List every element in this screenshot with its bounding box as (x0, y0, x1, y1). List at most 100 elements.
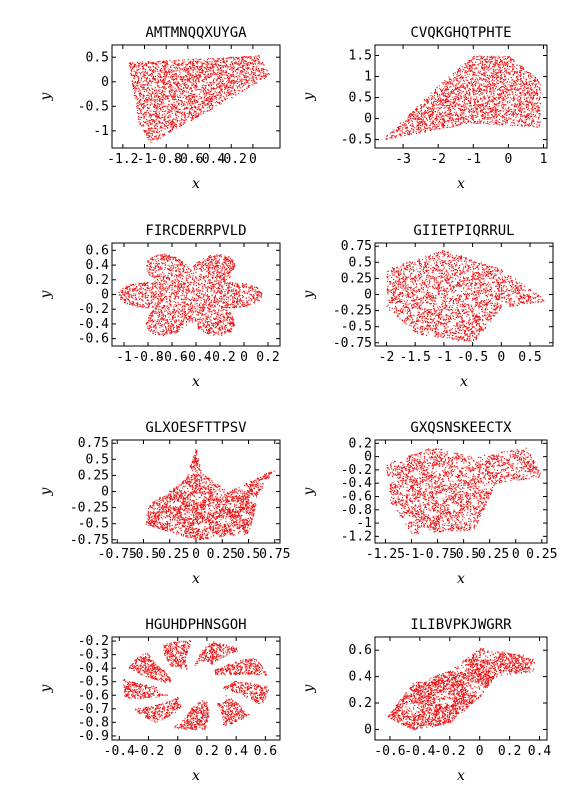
y-tick-label: -0.5 (341, 133, 372, 148)
plot-frame (374, 44, 548, 149)
y-tick-label: -0.6 (78, 332, 109, 347)
y-tick-label: 0.5 (86, 452, 109, 467)
x-tick-label: -0.2 (434, 744, 465, 759)
y-tick-label: -0.5 (341, 320, 372, 335)
x-tick-label: -0.4 (180, 350, 211, 365)
y-axis-label: y (301, 289, 317, 299)
x-tick-label: 0.2 (498, 744, 521, 759)
x-tick-label: -1 (116, 350, 132, 365)
x-tick-label: -1.5 (400, 350, 431, 365)
x-tick-label: -0.25 (470, 547, 509, 562)
x-tick-label: -0.5 (457, 350, 488, 365)
y-tick-label: -0.4 (78, 317, 109, 332)
y-tick-label: 0.2 (349, 436, 372, 451)
chart-panel-6: GXQSNSKEECTX-1.25-1-0.75-0.5-0.25 0 0.250.… (301, 420, 557, 587)
y-tick-label: -0.75 (70, 533, 109, 548)
x-axis-label: x (192, 176, 200, 192)
y-tick-label: 0.5 (86, 50, 109, 65)
x-tick-label: -0.5 (448, 547, 479, 562)
x-tick-label: 0 (497, 350, 505, 365)
x-tick-label: -0.2 (133, 744, 164, 759)
chart-panel-3: FIRCDERRPVLD-1 -0.8-0.6-0.4-0.2 0 0.20.60.4… (38, 223, 281, 390)
y-tick-label: 0.25 (78, 468, 109, 483)
y-axis-label: y (38, 486, 54, 496)
plot-frame (111, 636, 281, 741)
y-axis-label: y (38, 289, 54, 299)
chart-panel-1: AMTMNQQXUYGA-1.2-1-0.8-0.6-0.4-0.2 00.50-… (38, 25, 281, 192)
y-tick-label: 1 (364, 70, 372, 85)
plot-frame (374, 636, 548, 741)
x-tick-label: -0.6 (374, 744, 405, 759)
x-tick-label: -0.4 (194, 152, 225, 167)
x-tick-label: 0 (240, 350, 248, 365)
y-tick-label: -0.5 (78, 675, 109, 690)
x-tick-label: -0.6 (156, 350, 187, 365)
y-axis-label: y (301, 683, 317, 693)
y-tick-label: 0.75 (341, 239, 372, 254)
x-tick-label: -1 (436, 350, 452, 365)
chart-title: CVQKGHQTPHTE (410, 25, 511, 41)
chart-panel-7: HGUHDPHNSGOH-0.4-0.2 0 0.2 0.4 0.6-0.2-0.3-0… (38, 617, 281, 784)
x-tick-label: -0.8 (151, 152, 182, 167)
x-axis-label: x (457, 768, 465, 784)
x-tick-label: 0.5 (237, 547, 260, 562)
x-tick-label: -0.2 (216, 152, 247, 167)
y-tick-label: -0.2 (341, 463, 372, 478)
chart-title: GXQSNSKEECTX (410, 420, 512, 436)
y-tick-label: -0.6 (78, 688, 109, 703)
y-tick-label: 0 (364, 450, 372, 465)
x-tick-label: 0.4 (224, 744, 248, 759)
y-tick-label: 0.4 (349, 670, 373, 685)
x-axis-label: x (192, 374, 200, 390)
y-tick-label: 0 (101, 485, 109, 500)
y-tick-label: -0.4 (78, 661, 109, 676)
y-tick-label: -0.4 (341, 476, 372, 491)
attractor-points (387, 648, 535, 731)
x-tick-label: -1.2 (107, 152, 138, 167)
attractor-points (385, 55, 541, 140)
x-tick-label: 0.2 (195, 744, 218, 759)
y-axis-label: y (301, 486, 317, 496)
chart-title: HGUHDPHNSGOH (145, 617, 246, 633)
y-tick-label: -0.25 (333, 304, 372, 319)
y-tick-label: -0.3 (78, 648, 109, 663)
x-tick-label: -1 (404, 547, 420, 562)
y-tick-label: -0.2 (78, 302, 109, 317)
y-tick-label: -0.5 (78, 99, 109, 114)
y-tick-label: -0.75 (333, 336, 372, 351)
x-tick-label: 0 (192, 547, 200, 562)
plot-frame (374, 439, 548, 544)
y-axis-label: y (38, 683, 54, 693)
y-tick-label: 0 (101, 288, 109, 303)
y-tick-label: -0.9 (78, 729, 109, 744)
attractor-points (386, 250, 545, 342)
scatter-points (387, 648, 535, 731)
y-tick-label: 0.75 (78, 436, 109, 451)
x-tick-label: -0.75 (418, 547, 457, 562)
x-tick-label: 0 (504, 152, 512, 167)
attractor-points (145, 449, 275, 541)
x-tick-label: -0.4 (104, 744, 135, 759)
scatter-points (128, 55, 270, 143)
chart-title: FIRCDERRPVLD (145, 223, 246, 239)
y-tick-label: -0.8 (341, 503, 372, 518)
y-tick-label: -0.2 (78, 634, 109, 649)
chart-title: GIIETPIQRRUL (413, 223, 514, 239)
y-tick-label: 0 (101, 75, 109, 90)
y-tick-label: 0.6 (86, 243, 109, 258)
chart-panel-5: GLXOESFTTPSV-0.75-0.5-0.25 0 0.250.50.750.… (38, 420, 290, 587)
x-tick-label: 0.25 (526, 547, 557, 562)
y-tick-label: 0.2 (349, 696, 372, 711)
y-tick-label: 0.2 (86, 273, 109, 288)
scatter-points (386, 250, 545, 342)
x-tick-label: -2 (430, 152, 446, 167)
x-tick-label: -0.25 (150, 547, 189, 562)
x-tick-label: -0.8 (132, 350, 163, 365)
y-tick-label: 0.4 (86, 258, 110, 273)
x-axis-label: x (457, 571, 465, 587)
x-axis-label: x (192, 768, 200, 784)
x-tick-label: -2 (379, 350, 395, 365)
y-tick-label: -0.25 (70, 501, 109, 516)
y-tick-label: 0.25 (341, 271, 372, 286)
